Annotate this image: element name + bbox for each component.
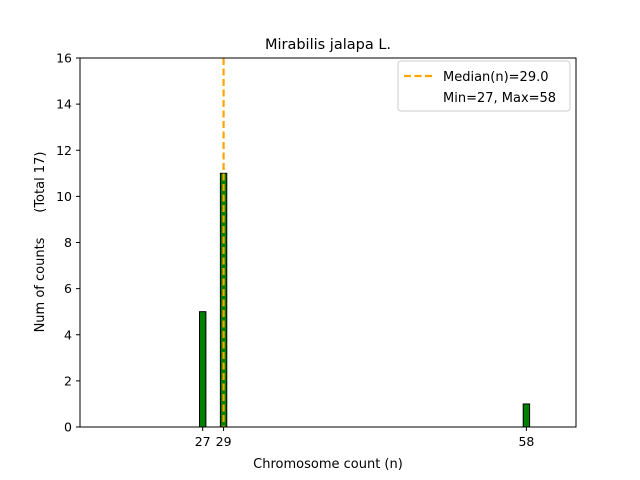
y-tick-label-4: 4 — [64, 327, 72, 342]
x-tick-label-58: 58 — [518, 434, 534, 449]
legend: Median(n)=29.0 Min=27, Max=58 — [397, 60, 571, 112]
legend-entry-minmax: Min=27, Max=58 — [443, 91, 556, 106]
y-axis-label: Num of counts (Total 17) — [33, 152, 48, 333]
y-tick-label-6: 6 — [64, 281, 72, 296]
y-tick-label-16: 16 — [56, 51, 72, 66]
y-tick-label-0: 0 — [64, 420, 72, 435]
bar-27 — [198, 311, 207, 428]
legend-box — [397, 60, 571, 112]
chart-title: Mirabilis jalapa L. — [265, 37, 391, 53]
legend-entry-median: Median(n)=29.0 — [443, 70, 549, 85]
y-axis: 0 2 4 6 8 10 12 14 16 — [56, 51, 80, 435]
y-tick-label-8: 8 — [64, 235, 72, 250]
x-axis-label: Chromosome count (n) — [253, 457, 403, 472]
y-tick-label-10: 10 — [56, 189, 72, 204]
x-axis: 27 29 58 — [195, 427, 534, 449]
y-tick-label-12: 12 — [56, 143, 72, 158]
bar-58 — [522, 403, 531, 428]
x-tick-label-29: 29 — [216, 434, 232, 449]
y-tick-label-2: 2 — [64, 373, 72, 388]
y-tick-label-14: 14 — [56, 97, 72, 112]
x-tick-label-27: 27 — [195, 434, 211, 449]
